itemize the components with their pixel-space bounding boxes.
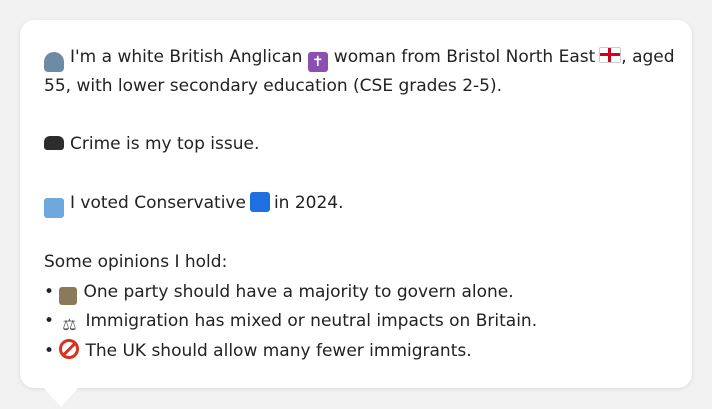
classical-building-icon: . [59, 287, 78, 305]
intro-line-1: . I'm a white British Anglican ✝woman fro… [44, 46, 675, 72]
intro-line-2: 55, with lower secondary education (CSE … [44, 76, 502, 96]
opinion-text: The UK should allow many fewer immigrant… [85, 341, 472, 361]
bullet: • [44, 282, 55, 302]
opinion-item: • The UK should allow many fewer immigra… [44, 339, 472, 362]
vote-text-2: in 2024. [273, 193, 344, 213]
opinion-item: • . One party should have a majority to g… [44, 281, 514, 305]
latin-cross-icon: ✝ [307, 52, 328, 72]
vote-line: . I voted Conservative in 2024. [44, 192, 344, 218]
vote-text-1: I voted Conservative [70, 193, 246, 213]
opinion-text: Immigration has mixed or neutral impacts… [85, 311, 538, 331]
bubble-tail [43, 387, 79, 407]
intro-text-3: , aged [621, 47, 675, 67]
balance-scale-icon: ⚖ [62, 315, 77, 334]
intro-text-2: woman from Bristol North East [333, 47, 596, 67]
person-icon: . [44, 52, 64, 72]
issue-text: Crime is my top issue. [70, 134, 260, 154]
opinion-text: One party should have a majority to gove… [83, 282, 514, 302]
bullet: • [44, 341, 55, 361]
bullet: • [44, 311, 55, 331]
persona-card: . I'm a white British Anglican ✝woman fro… [20, 20, 692, 388]
ballot-box-icon: . [44, 198, 64, 218]
opinions-heading: Some opinions I hold: [44, 252, 228, 272]
england-flag-icon [599, 47, 622, 63]
intro-text-1: I'm a white British Anglican [70, 47, 303, 67]
issue-line: . Crime is my top issue. [44, 133, 259, 155]
police-car-icon: . [44, 136, 64, 150]
opinion-item: • ⚖ Immigration has mixed or neutral impa… [44, 310, 537, 335]
blue-square-icon [249, 192, 270, 212]
prohibited-icon [59, 339, 80, 359]
